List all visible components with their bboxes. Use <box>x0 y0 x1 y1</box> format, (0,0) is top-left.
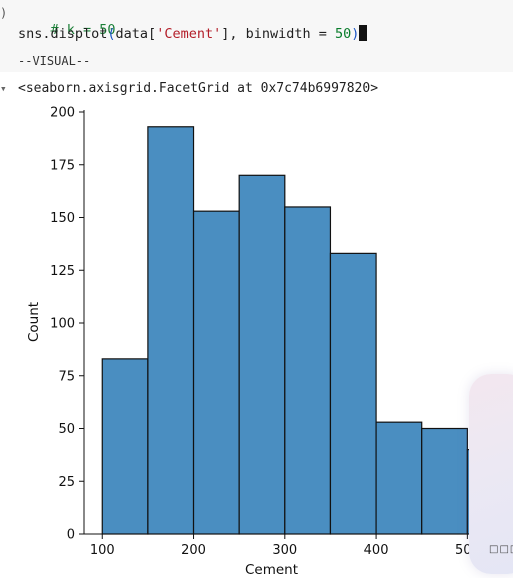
x-tick-label: 300 <box>272 543 297 558</box>
y-tick-label: 200 <box>50 106 75 121</box>
y-tick-label: 150 <box>50 211 75 226</box>
y-tick-label: 25 <box>58 475 75 490</box>
x-axis-label: Cement <box>245 562 298 578</box>
visual-tag: --VISUAL-- <box>18 54 91 68</box>
y-tick-label: 75 <box>58 369 75 384</box>
floating-assistant-widget[interactable]: □□□ <box>469 374 513 574</box>
histogram-bars <box>101 126 513 535</box>
x-tick-label: 400 <box>364 543 389 558</box>
text-cursor <box>359 25 368 41</box>
y-tick-label: 0 <box>67 528 75 543</box>
y-tick-label: 100 <box>50 317 75 332</box>
y-tick-label: 175 <box>50 158 75 173</box>
histogram-bar <box>147 126 195 535</box>
histogram-bar <box>375 421 423 535</box>
histogram-bar <box>284 206 332 535</box>
code-line-1[interactable]: # k = 50 <box>18 6 116 54</box>
code-cell[interactable]: ) # k = 50 sns.displot(data['Cement'], b… <box>0 0 513 72</box>
code-arg: data[ <box>115 26 157 42</box>
histogram-bar <box>329 252 377 535</box>
y-tick-label: 50 <box>58 422 75 437</box>
code-paren-open: ( <box>107 26 116 42</box>
code-comment: # k = 50 <box>50 22 116 38</box>
x-tick-label: 200 <box>181 543 206 558</box>
histogram-bar <box>238 174 286 535</box>
code-paren-close: ) <box>351 26 360 42</box>
y-tick-label: 125 <box>50 264 75 279</box>
widget-label: □□□ <box>489 544 513 555</box>
output-repr: <seaborn.axisgrid.FacetGrid at 0x7c74b69… <box>18 81 379 96</box>
code-function: sns.displot <box>18 26 108 42</box>
code-number: 50 <box>335 26 352 42</box>
collapse-output-icon[interactable]: ▾ <box>0 82 7 95</box>
x-tick-label: 100 <box>90 543 115 558</box>
cell-prompt-marker: ) <box>0 6 8 20</box>
histogram-bar <box>421 427 468 535</box>
code-string: 'Cement' <box>156 26 222 42</box>
y-axis-label: Count <box>26 302 42 342</box>
histogram-bar <box>192 210 240 535</box>
code-mid: ], binwidth = <box>221 26 336 42</box>
code-line-2[interactable]: sns.displot(data['Cement'], binwidth = 5… <box>18 25 368 42</box>
histogram-bar <box>101 358 149 535</box>
